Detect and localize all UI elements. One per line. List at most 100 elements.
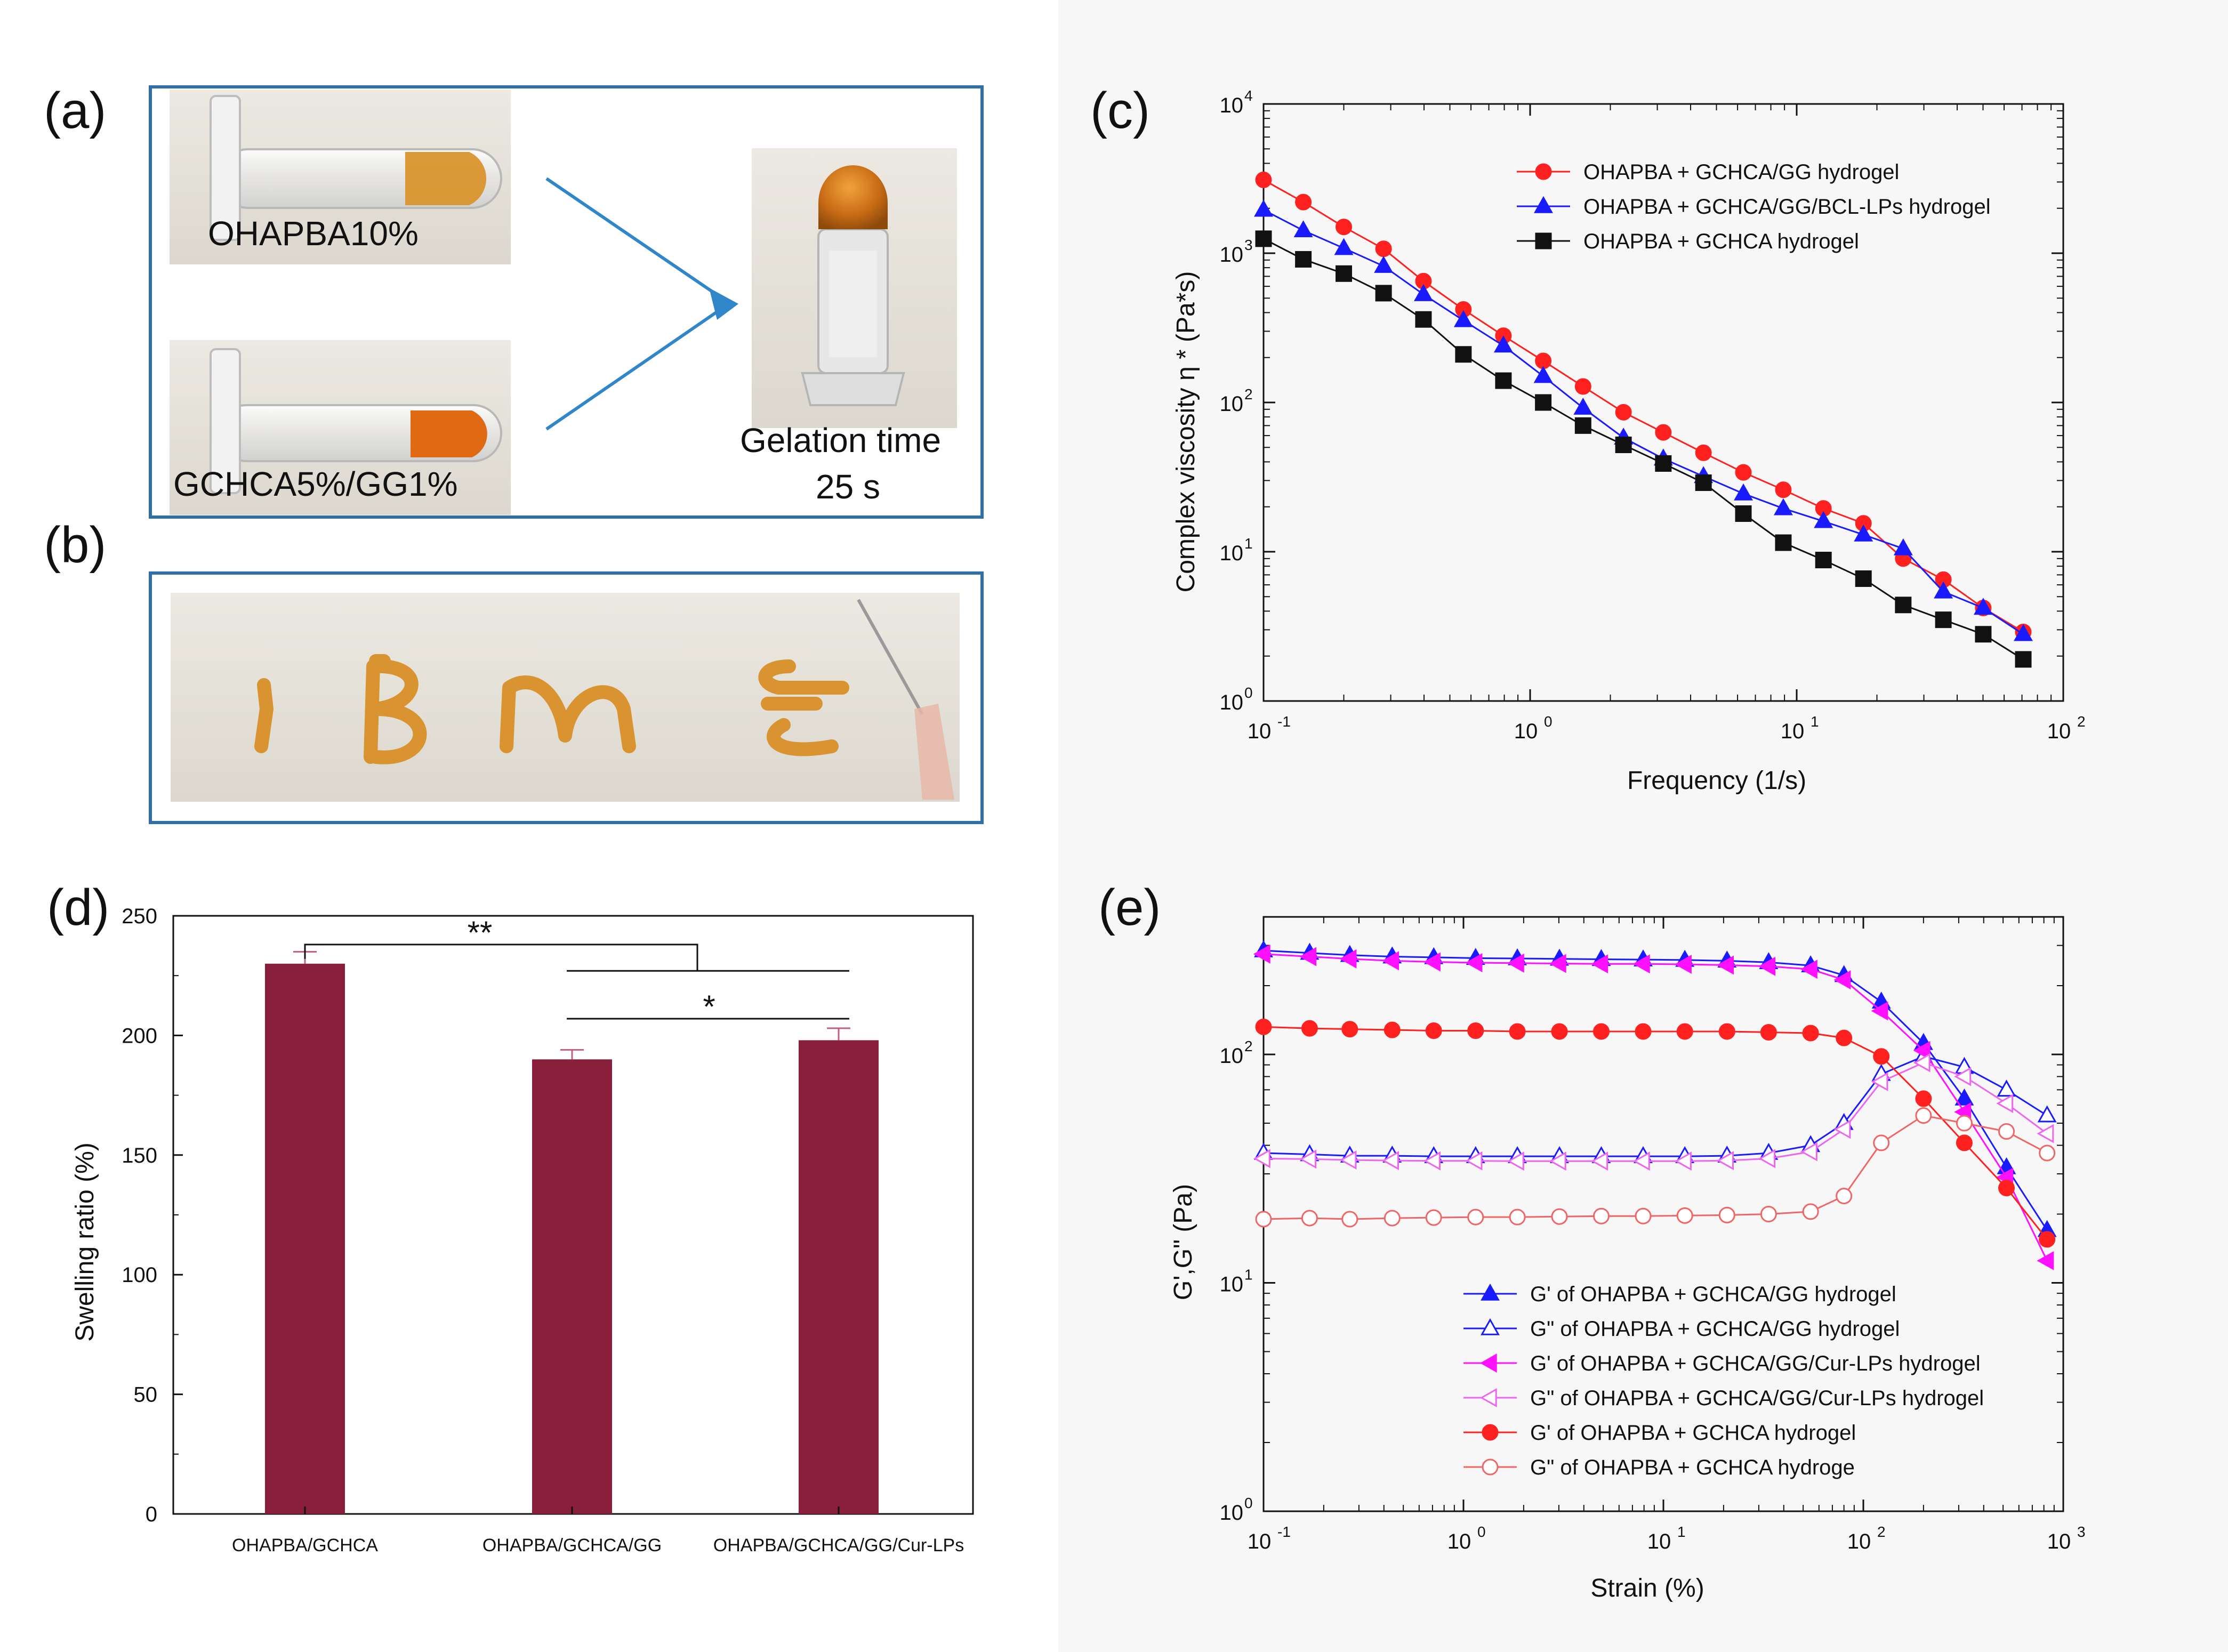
data-point <box>1339 949 1357 969</box>
legend-marker <box>1482 1424 1499 1441</box>
x-tick-label: 10 <box>1248 1530 1272 1553</box>
y-tick-exponent: 0 <box>1244 684 1253 701</box>
data-point <box>1675 954 1692 974</box>
plot-frame <box>1262 103 2064 702</box>
chart-e-ticks: 10 -1 10 0 10 1 10 2 10 310 010 110 2 <box>1220 916 2086 1553</box>
data-point <box>1954 1088 1974 1106</box>
data-point <box>1855 570 1872 587</box>
chart-d-ylabel: Swelling ratio (%) <box>71 1142 99 1341</box>
data-point <box>1334 238 1354 255</box>
tube2-label: GCHCA5%/GG1% <box>173 465 457 503</box>
data-point <box>1655 455 1672 472</box>
data-point <box>1893 538 1913 555</box>
legend-label: G" of OHAPBA + GCHCA/GG hydrogel <box>1530 1317 1900 1341</box>
data-point <box>1509 1208 1526 1226</box>
data-point <box>1254 199 1273 217</box>
series-g-of-ohapba-gchca-hydroge <box>1255 1107 2056 1228</box>
data-point <box>2014 624 2033 641</box>
series-g-of-ohapba-gchca-gg-cur-lps-hydrogel <box>1253 944 2054 1270</box>
data-point <box>1913 1053 1931 1073</box>
panel-label-a: (a) <box>44 82 106 139</box>
data-point <box>1675 1151 1692 1171</box>
data-point <box>1717 955 1734 975</box>
legend-label: G" of OHAPBA + GCHCA hydroge <box>1530 1456 1855 1479</box>
data-point <box>1871 1001 1888 1021</box>
data-point <box>1453 310 1473 327</box>
data-point <box>1833 1119 1851 1139</box>
data-point <box>1293 220 1313 238</box>
legend-marker <box>1479 1388 1497 1407</box>
chart-d-significance: *** <box>304 915 849 1025</box>
data-point <box>1255 230 1272 247</box>
data-point <box>1341 1021 1358 1038</box>
legend-item-g-of-ohapba-gchca-gg-cur-lps-hydrogel: G' of OHAPBA + GCHCA/GG/Cur-LPs hydrogel <box>1463 1352 1981 1375</box>
chart-e-series <box>1253 940 2057 1270</box>
data-point <box>1997 1079 2016 1097</box>
significance-label: * <box>703 989 715 1025</box>
bar-ohapba-gchca-gg-cur-lps <box>799 1040 879 1514</box>
bracket-double-star <box>304 944 698 971</box>
x-tick-exponent: 1 <box>1811 713 1819 730</box>
data-point <box>1467 1022 1484 1039</box>
data-point <box>1384 1021 1401 1038</box>
series-line <box>1263 949 2048 1231</box>
data-point <box>1549 1151 1566 1171</box>
y-tick-label: 0 <box>146 1503 157 1526</box>
series-line <box>1263 953 2048 1261</box>
data-point <box>1574 378 1591 395</box>
data-point <box>1423 952 1441 972</box>
data-point <box>1551 1023 1568 1040</box>
data-point <box>1775 534 1792 551</box>
legend-item-ohapba-gchca-hydrogel: OHAPBA + GCHCA hydrogel <box>1517 230 1859 253</box>
data-point <box>1382 951 1399 971</box>
x-tick-exponent: 1 <box>1677 1524 1686 1540</box>
legend-item-ohapba-gchca-gg-hydrogel: OHAPBA + GCHCA/GG hydrogel <box>1517 160 1899 184</box>
tube1-label: OHAPBA10% <box>208 214 419 253</box>
data-point <box>1973 598 1993 615</box>
x-tick-label: 10 <box>1514 720 1538 743</box>
data-point <box>1956 1134 1973 1151</box>
data-point <box>1854 524 1873 542</box>
data-point <box>1814 511 1833 528</box>
x-tick-exponent: 2 <box>2077 713 2086 730</box>
data-point <box>1384 1210 1401 1227</box>
data-point <box>1253 1149 1270 1169</box>
series-g-of-ohapba-gchca-gg-cur-lps-hydrogel <box>1253 1053 2054 1171</box>
data-point <box>1255 1211 1272 1228</box>
chart-c-series <box>1254 171 2033 668</box>
data-point <box>1591 954 1608 974</box>
data-point <box>1465 953 1483 972</box>
data-point <box>1551 1208 1568 1225</box>
mixing-arrows <box>545 177 738 431</box>
legend-marker <box>1479 1353 1497 1373</box>
data-point <box>1592 1207 1610 1224</box>
data-point <box>2037 1105 2057 1123</box>
chart-c-legend: OHAPBA + GCHCA/GG hydrogel OHAPBA + GCHCA… <box>1517 160 1991 253</box>
x-tick-label: OHAPBA/GCHCA/GG/Cur-LPs <box>713 1535 964 1556</box>
data-point <box>1718 1206 1735 1223</box>
syringe-needle <box>857 599 954 800</box>
data-point <box>1635 1023 1652 1040</box>
photo-ohapba-tube: OHAPBA10% <box>170 90 511 264</box>
legend-item-g-of-ohapba-gchca-hydrogel: G' of OHAPBA + GCHCA hydrogel <box>1463 1421 1856 1445</box>
data-point <box>1695 474 1712 491</box>
legend-label: OHAPBA + GCHCA hydrogel <box>1583 230 1859 253</box>
y-tick-label: 10 <box>1220 94 1244 117</box>
y-tick-exponent: 1 <box>1244 535 1253 552</box>
panel-label-e: (e) <box>1098 879 1161 936</box>
x-tick-label: OHAPBA/GCHCA <box>232 1535 378 1556</box>
legend-item-ohapba-gchca-gg-bcl-lps-hydrogel: OHAPBA + GCHCA/GG/BCL-LPs hydrogel <box>1517 195 1991 219</box>
y-tick-exponent: 3 <box>1244 237 1253 253</box>
x-tick-label: 10 <box>2047 720 2071 743</box>
legend-marker <box>1535 163 1552 180</box>
data-point <box>1382 1151 1399 1171</box>
series-ohapba-gchca-gg-hydrogel <box>1255 171 2032 641</box>
data-point <box>1495 372 1512 389</box>
data-point <box>1632 954 1650 974</box>
legend-item-g-of-ohapba-gchca-hydroge: G" of OHAPBA + GCHCA hydroge <box>1463 1456 1855 1479</box>
y-tick-label: 250 <box>122 905 157 928</box>
bar-ohapba-gchca <box>265 963 345 1514</box>
panel-b <box>149 571 984 824</box>
data-point <box>1615 404 1632 421</box>
